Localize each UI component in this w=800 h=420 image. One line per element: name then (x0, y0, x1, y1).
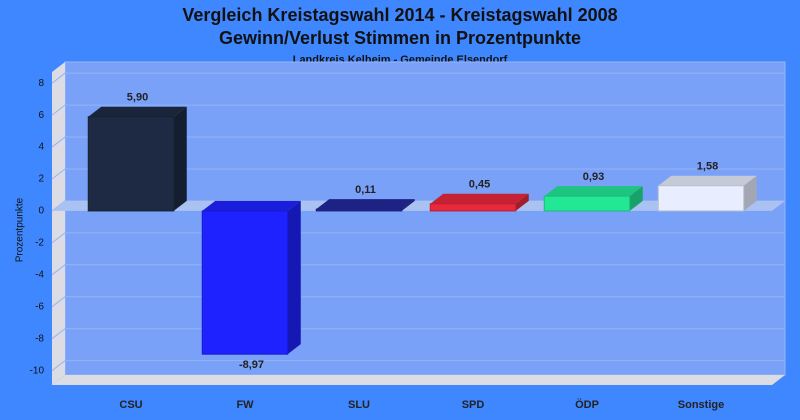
bar (543, 195, 631, 212)
grid-line (51, 136, 785, 148)
x-tick-label: Sonstige (678, 399, 724, 411)
x-tick-label: ÖDP (575, 398, 599, 411)
bar-side (173, 106, 187, 211)
y-tick-label: 8 (38, 78, 44, 89)
bar (429, 203, 517, 212)
floor (52, 375, 785, 385)
grid-line (51, 168, 785, 180)
x-tick-label: SLU (348, 399, 370, 411)
bar (657, 185, 745, 212)
y-tick-label: 0 (38, 206, 44, 217)
bar-side (629, 186, 643, 211)
chart-title: Vergleich Kreistagswahl 2014 - Kreistags… (182, 5, 617, 25)
grid-line (51, 264, 785, 276)
y-axis-label: Prozentpunkte (15, 197, 26, 262)
y-tick-label: -8 (35, 333, 44, 344)
value-label: -8,97 (239, 359, 264, 371)
x-tick-label: FW (236, 399, 254, 411)
bar-top (430, 193, 529, 204)
bar-side (401, 199, 415, 211)
y-tick-label: 6 (38, 110, 44, 121)
bar-side (515, 193, 529, 211)
grid-line (51, 328, 785, 340)
value-label: 1,58 (697, 161, 718, 173)
y-tick-label: 4 (38, 142, 44, 153)
grid-line (51, 72, 785, 84)
grid-line (51, 104, 785, 116)
value-label: 0,11 (355, 184, 376, 196)
value-label: 5,90 (127, 92, 148, 104)
chart-title: Gewinn/Verlust Stimmen in Prozentpunkte (219, 28, 581, 48)
y-tick-label: -6 (35, 301, 44, 312)
value-label: 0,93 (583, 171, 604, 183)
value-label: 0,45 (469, 179, 490, 191)
bar (201, 210, 289, 355)
y-tick-label: -2 (35, 238, 44, 249)
grid-line (51, 360, 785, 372)
x-tick-label: SPD (462, 399, 485, 411)
bar-top (544, 186, 643, 197)
bar (87, 116, 175, 212)
bar (315, 208, 403, 212)
grid-line (51, 296, 785, 308)
y-tick-label: -10 (30, 365, 45, 376)
bar-top (202, 200, 301, 211)
bar-top (316, 199, 415, 210)
bar-top (88, 106, 187, 117)
y-tick-label: -4 (35, 269, 44, 280)
grid-line (51, 232, 785, 244)
bar-side (743, 175, 757, 211)
x-tick-label: CSU (119, 399, 142, 411)
bar-side (287, 200, 301, 355)
y-tick-label: 2 (38, 174, 44, 185)
bar-top (658, 175, 757, 186)
